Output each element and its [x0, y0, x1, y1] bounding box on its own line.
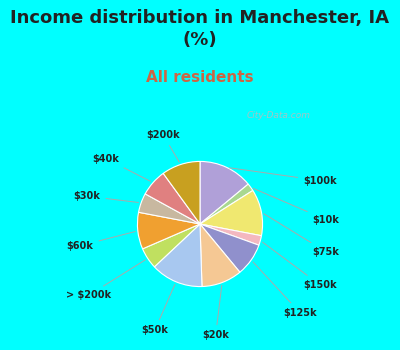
Wedge shape: [142, 224, 200, 267]
Text: $10k: $10k: [253, 188, 340, 225]
Text: $30k: $30k: [74, 191, 138, 202]
Text: > $200k: > $200k: [66, 260, 145, 300]
Wedge shape: [154, 224, 202, 287]
Text: $200k: $200k: [147, 130, 180, 162]
Text: Income distribution in Manchester, IA
(%): Income distribution in Manchester, IA (%…: [10, 9, 390, 49]
Wedge shape: [145, 173, 200, 224]
Text: $150k: $150k: [262, 242, 337, 290]
Wedge shape: [138, 194, 200, 224]
Text: $50k: $50k: [141, 284, 175, 335]
Text: $125k: $125k: [253, 262, 317, 318]
Wedge shape: [200, 184, 253, 224]
Text: $100k: $100k: [229, 168, 337, 186]
Text: All residents: All residents: [146, 70, 254, 85]
Wedge shape: [200, 224, 262, 245]
Wedge shape: [200, 224, 259, 272]
Wedge shape: [163, 161, 200, 224]
Wedge shape: [200, 190, 262, 236]
Wedge shape: [200, 161, 248, 224]
Text: $20k: $20k: [202, 285, 229, 340]
Text: $40k: $40k: [93, 154, 150, 181]
Wedge shape: [138, 212, 200, 249]
Text: $75k: $75k: [264, 214, 340, 257]
Wedge shape: [200, 224, 240, 287]
Text: $60k: $60k: [67, 232, 135, 251]
Text: City-Data.com: City-Data.com: [247, 111, 311, 120]
